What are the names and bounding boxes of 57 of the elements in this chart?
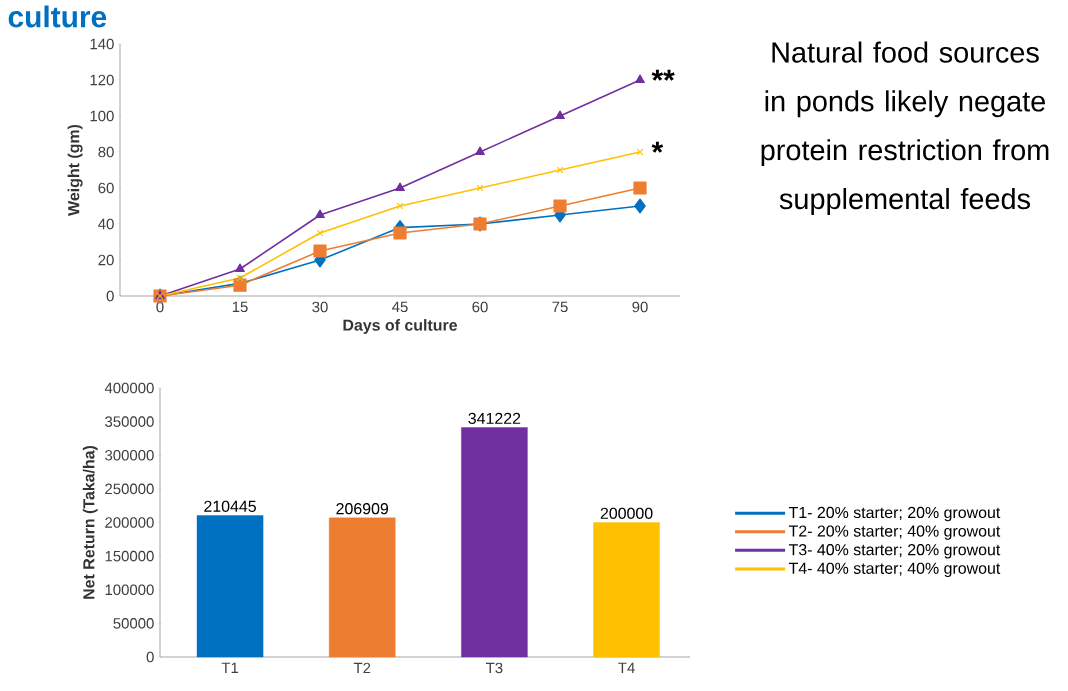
point — [634, 198, 646, 214]
data-label: 200000 — [600, 507, 653, 519]
y-tick-label: 300000 — [105, 449, 154, 461]
y-tick-label: 80 — [98, 146, 114, 158]
x-tick-label: T2 — [353, 662, 371, 674]
point — [393, 226, 407, 240]
y-tick-label: 0 — [106, 290, 114, 302]
point — [555, 110, 565, 120]
y-tick-label: 100 — [90, 110, 114, 122]
y-axis-title: Net Return (Taka/ha) — [82, 445, 98, 599]
y-tick-label: 150000 — [105, 550, 154, 562]
y-tick-label: 350000 — [105, 416, 154, 427]
y-tick-label: 250000 — [105, 483, 154, 495]
legend-label: T3- 40% starter; 20% growout — [788, 544, 1001, 559]
x-axis-title: Days of culture — [343, 319, 458, 334]
y-tick-label: 400000 — [104, 382, 154, 394]
x-tick-label: T4 — [618, 662, 635, 673]
data-label: 210445 — [204, 500, 256, 512]
x-tick-label: 15 — [232, 301, 248, 313]
bar — [593, 522, 660, 658]
point — [235, 263, 245, 273]
x-tick-label: 60 — [472, 301, 488, 313]
y-tick-label: 140 — [90, 38, 114, 50]
y-tick-label: 50000 — [113, 618, 154, 629]
point — [475, 146, 485, 156]
y-tick-label: 60 — [98, 182, 114, 194]
x-tick-label: 45 — [392, 301, 408, 313]
text: Natural food sources in ponds likely negate protein restriction from supplemental feeds — [761, 41, 1049, 215]
x-tick-label: 90 — [632, 301, 648, 313]
y-axis-title: Weight (gm) — [67, 124, 83, 216]
y-tick-label: 0 — [146, 651, 154, 663]
point — [395, 182, 405, 192]
point — [633, 181, 647, 195]
data-label: 206909 — [336, 503, 389, 515]
bar — [461, 427, 528, 658]
legend-label: T2- 20% starter; 40% growout — [788, 525, 1001, 540]
y-tick-label: 100000 — [105, 584, 154, 596]
annotation: * — [651, 141, 664, 153]
legend-label: T1- 20% starter; 20% growout — [788, 506, 1001, 522]
x-tick-label: T1 — [221, 662, 239, 673]
legend-label: T4- 40% starter; 40% growout — [788, 562, 1001, 578]
point — [553, 199, 567, 213]
x-tick-label: 75 — [552, 301, 568, 313]
x-tick-label: 30 — [312, 301, 328, 313]
point — [635, 74, 645, 84]
bar — [196, 515, 264, 658]
point — [315, 209, 325, 219]
annotation: ** — [651, 69, 675, 81]
x-tick-label: T3 — [486, 662, 503, 674]
y-tick-label: 20 — [98, 254, 114, 266]
bar — [328, 517, 396, 658]
point — [313, 244, 327, 258]
y-tick-label: 120 — [90, 74, 114, 86]
data-label: 341222 — [468, 412, 521, 425]
y-tick-label: 200000 — [105, 517, 154, 528]
y-tick-label: 40 — [98, 218, 114, 230]
chart-title: culture — [8, 5, 107, 28]
